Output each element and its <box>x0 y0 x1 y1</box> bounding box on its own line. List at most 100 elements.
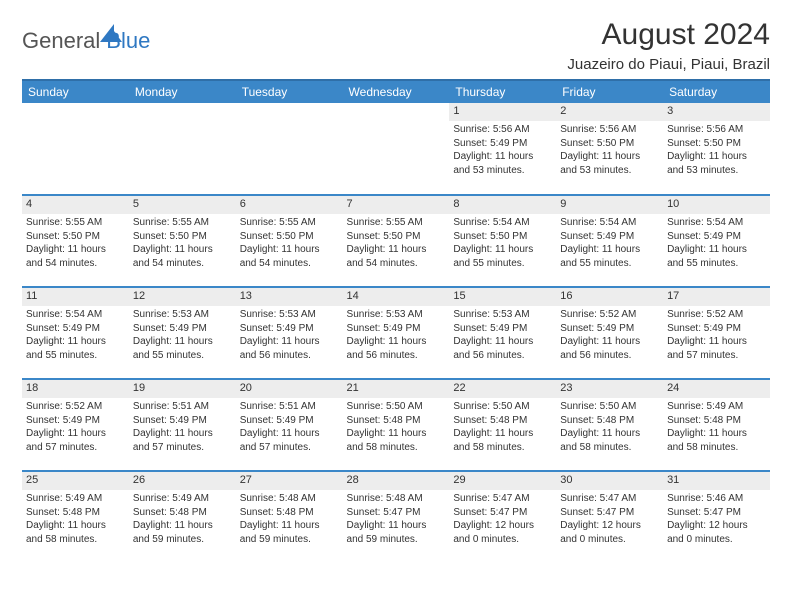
day-number: 2 <box>556 103 663 121</box>
daylight-line: Daylight: 11 hours and 53 minutes. <box>453 150 552 177</box>
sunrise-line: Sunrise: 5:50 AM <box>560 400 659 414</box>
day-number: 17 <box>663 288 770 306</box>
sunrise-line: Sunrise: 5:54 AM <box>453 216 552 230</box>
day-number: 28 <box>343 472 450 490</box>
sunrise-line: Sunrise: 5:56 AM <box>560 123 659 137</box>
sunrise-line: Sunrise: 5:54 AM <box>667 216 766 230</box>
sunrise-line: Sunrise: 5:55 AM <box>26 216 125 230</box>
daylight-line: Daylight: 11 hours and 58 minutes. <box>347 427 446 454</box>
dayname: Friday <box>556 80 663 103</box>
calendar-day-cell: 27Sunrise: 5:48 AMSunset: 5:48 PMDayligh… <box>236 471 343 563</box>
calendar-day-cell: 23Sunrise: 5:50 AMSunset: 5:48 PMDayligh… <box>556 379 663 471</box>
sunset-line: Sunset: 5:47 PM <box>560 506 659 520</box>
day-details: Sunrise: 5:46 AMSunset: 5:47 PMDaylight:… <box>663 490 770 548</box>
daylight-line: Daylight: 11 hours and 55 minutes. <box>133 335 232 362</box>
calendar-day-cell: 14Sunrise: 5:53 AMSunset: 5:49 PMDayligh… <box>343 287 450 379</box>
day-number: 5 <box>129 196 236 214</box>
day-details: Sunrise: 5:53 AMSunset: 5:49 PMDaylight:… <box>236 306 343 364</box>
daylight-line: Daylight: 11 hours and 54 minutes. <box>240 243 339 270</box>
logo: General Blue <box>22 18 150 54</box>
sunrise-line: Sunrise: 5:56 AM <box>453 123 552 137</box>
day-number <box>22 103 129 121</box>
daylight-line: Daylight: 11 hours and 58 minutes. <box>560 427 659 454</box>
sunset-line: Sunset: 5:50 PM <box>133 230 232 244</box>
daylight-line: Daylight: 11 hours and 56 minutes. <box>560 335 659 362</box>
daylight-line: Daylight: 11 hours and 54 minutes. <box>347 243 446 270</box>
day-number: 9 <box>556 196 663 214</box>
sunset-line: Sunset: 5:49 PM <box>560 322 659 336</box>
calendar-day-cell: 30Sunrise: 5:47 AMSunset: 5:47 PMDayligh… <box>556 471 663 563</box>
calendar-day-cell: 7Sunrise: 5:55 AMSunset: 5:50 PMDaylight… <box>343 195 450 287</box>
daylight-line: Daylight: 11 hours and 55 minutes. <box>26 335 125 362</box>
dayname: Tuesday <box>236 80 343 103</box>
sunrise-line: Sunrise: 5:48 AM <box>240 492 339 506</box>
daylight-line: Daylight: 11 hours and 55 minutes. <box>560 243 659 270</box>
day-details: Sunrise: 5:56 AMSunset: 5:50 PMDaylight:… <box>663 121 770 179</box>
calendar-day-cell: 24Sunrise: 5:49 AMSunset: 5:48 PMDayligh… <box>663 379 770 471</box>
day-number: 13 <box>236 288 343 306</box>
daylight-line: Daylight: 11 hours and 55 minutes. <box>453 243 552 270</box>
day-details: Sunrise: 5:54 AMSunset: 5:50 PMDaylight:… <box>449 214 556 272</box>
month-title: August 2024 <box>567 18 770 52</box>
day-number: 19 <box>129 380 236 398</box>
day-details: Sunrise: 5:48 AMSunset: 5:47 PMDaylight:… <box>343 490 450 548</box>
day-details: Sunrise: 5:49 AMSunset: 5:48 PMDaylight:… <box>22 490 129 548</box>
day-details: Sunrise: 5:55 AMSunset: 5:50 PMDaylight:… <box>22 214 129 272</box>
calendar-day-cell <box>343 103 450 195</box>
day-details: Sunrise: 5:55 AMSunset: 5:50 PMDaylight:… <box>236 214 343 272</box>
sunset-line: Sunset: 5:50 PM <box>347 230 446 244</box>
sunrise-line: Sunrise: 5:55 AM <box>240 216 339 230</box>
day-details: Sunrise: 5:52 AMSunset: 5:49 PMDaylight:… <box>663 306 770 364</box>
daylight-line: Daylight: 11 hours and 59 minutes. <box>133 519 232 546</box>
calendar-day-cell: 5Sunrise: 5:55 AMSunset: 5:50 PMDaylight… <box>129 195 236 287</box>
calendar-day-cell: 28Sunrise: 5:48 AMSunset: 5:47 PMDayligh… <box>343 471 450 563</box>
day-number: 15 <box>449 288 556 306</box>
day-details: Sunrise: 5:47 AMSunset: 5:47 PMDaylight:… <box>556 490 663 548</box>
sunrise-line: Sunrise: 5:49 AM <box>667 400 766 414</box>
sunset-line: Sunset: 5:48 PM <box>240 506 339 520</box>
daylight-line: Daylight: 11 hours and 58 minutes. <box>667 427 766 454</box>
day-details: Sunrise: 5:48 AMSunset: 5:48 PMDaylight:… <box>236 490 343 548</box>
sunset-line: Sunset: 5:49 PM <box>240 414 339 428</box>
sunset-line: Sunset: 5:49 PM <box>347 322 446 336</box>
calendar-day-cell: 31Sunrise: 5:46 AMSunset: 5:47 PMDayligh… <box>663 471 770 563</box>
location-text: Juazeiro do Piaui, Piaui, Brazil <box>567 56 770 73</box>
sunset-line: Sunset: 5:49 PM <box>26 414 125 428</box>
day-details: Sunrise: 5:53 AMSunset: 5:49 PMDaylight:… <box>129 306 236 364</box>
calendar-week-row: 4Sunrise: 5:55 AMSunset: 5:50 PMDaylight… <box>22 195 770 287</box>
day-number: 3 <box>663 103 770 121</box>
calendar-day-cell: 9Sunrise: 5:54 AMSunset: 5:49 PMDaylight… <box>556 195 663 287</box>
day-details: Sunrise: 5:56 AMSunset: 5:49 PMDaylight:… <box>449 121 556 179</box>
sunrise-line: Sunrise: 5:46 AM <box>667 492 766 506</box>
daylight-line: Daylight: 11 hours and 53 minutes. <box>560 150 659 177</box>
day-details: Sunrise: 5:54 AMSunset: 5:49 PMDaylight:… <box>663 214 770 272</box>
day-number: 14 <box>343 288 450 306</box>
sunset-line: Sunset: 5:48 PM <box>26 506 125 520</box>
calendar-day-cell: 3Sunrise: 5:56 AMSunset: 5:50 PMDaylight… <box>663 103 770 195</box>
dayname: Saturday <box>663 80 770 103</box>
sunrise-line: Sunrise: 5:49 AM <box>133 492 232 506</box>
calendar-day-cell <box>22 103 129 195</box>
sunset-line: Sunset: 5:49 PM <box>240 322 339 336</box>
day-details: Sunrise: 5:53 AMSunset: 5:49 PMDaylight:… <box>343 306 450 364</box>
sunrise-line: Sunrise: 5:51 AM <box>240 400 339 414</box>
calendar-day-cell <box>236 103 343 195</box>
day-number: 20 <box>236 380 343 398</box>
calendar-day-cell: 22Sunrise: 5:50 AMSunset: 5:48 PMDayligh… <box>449 379 556 471</box>
sunrise-line: Sunrise: 5:56 AM <box>667 123 766 137</box>
calendar-day-cell: 10Sunrise: 5:54 AMSunset: 5:49 PMDayligh… <box>663 195 770 287</box>
sunrise-line: Sunrise: 5:54 AM <box>560 216 659 230</box>
sunset-line: Sunset: 5:48 PM <box>347 414 446 428</box>
day-details: Sunrise: 5:51 AMSunset: 5:49 PMDaylight:… <box>236 398 343 456</box>
title-block: August 2024 Juazeiro do Piaui, Piaui, Br… <box>567 18 770 73</box>
day-number: 23 <box>556 380 663 398</box>
calendar-page: General Blue August 2024 Juazeiro do Pia… <box>0 0 792 581</box>
calendar-week-row: 11Sunrise: 5:54 AMSunset: 5:49 PMDayligh… <box>22 287 770 379</box>
day-number: 24 <box>663 380 770 398</box>
day-details: Sunrise: 5:47 AMSunset: 5:47 PMDaylight:… <box>449 490 556 548</box>
day-details: Sunrise: 5:49 AMSunset: 5:48 PMDaylight:… <box>663 398 770 456</box>
daylight-line: Daylight: 11 hours and 57 minutes. <box>667 335 766 362</box>
calendar-day-cell: 25Sunrise: 5:49 AMSunset: 5:48 PMDayligh… <box>22 471 129 563</box>
sunrise-line: Sunrise: 5:54 AM <box>26 308 125 322</box>
sunset-line: Sunset: 5:49 PM <box>26 322 125 336</box>
